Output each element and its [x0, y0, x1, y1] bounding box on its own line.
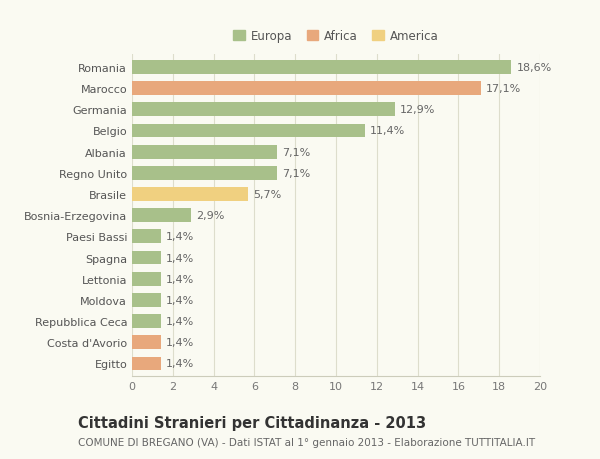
Bar — [132, 188, 248, 202]
Text: 1,4%: 1,4% — [166, 337, 194, 347]
Text: 1,4%: 1,4% — [166, 316, 194, 326]
Legend: Europa, Africa, America: Europa, Africa, America — [229, 26, 443, 48]
Bar — [132, 82, 481, 96]
Bar — [132, 167, 277, 180]
Text: 11,4%: 11,4% — [370, 126, 405, 136]
Bar — [132, 272, 161, 286]
Bar — [132, 146, 277, 159]
Bar — [132, 230, 161, 244]
Text: 5,7%: 5,7% — [253, 190, 281, 200]
Text: 2,9%: 2,9% — [196, 211, 224, 221]
Bar — [132, 124, 365, 138]
Text: 1,4%: 1,4% — [166, 358, 194, 369]
Bar — [132, 103, 395, 117]
Text: 1,4%: 1,4% — [166, 274, 194, 284]
Text: Cittadini Stranieri per Cittadinanza - 2013: Cittadini Stranieri per Cittadinanza - 2… — [78, 415, 426, 431]
Text: COMUNE DI BREGANO (VA) - Dati ISTAT al 1° gennaio 2013 - Elaborazione TUTTITALIA: COMUNE DI BREGANO (VA) - Dati ISTAT al 1… — [78, 437, 535, 447]
Bar — [132, 251, 161, 265]
Text: 1,4%: 1,4% — [166, 253, 194, 263]
Bar — [132, 61, 511, 75]
Text: 18,6%: 18,6% — [517, 63, 552, 73]
Bar — [132, 293, 161, 307]
Bar — [132, 209, 191, 223]
Bar — [132, 336, 161, 349]
Text: 7,1%: 7,1% — [282, 147, 310, 157]
Text: 1,4%: 1,4% — [166, 232, 194, 242]
Text: 17,1%: 17,1% — [486, 84, 521, 94]
Text: 7,1%: 7,1% — [282, 168, 310, 179]
Bar — [132, 357, 161, 370]
Text: 12,9%: 12,9% — [400, 105, 436, 115]
Bar — [132, 314, 161, 328]
Text: 1,4%: 1,4% — [166, 295, 194, 305]
